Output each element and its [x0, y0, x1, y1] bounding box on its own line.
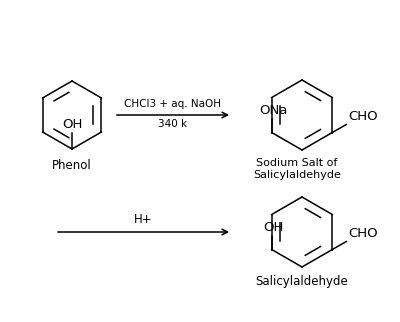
Text: ONa: ONa — [260, 103, 288, 117]
Text: CHO: CHO — [348, 226, 378, 240]
Text: CHCl3 + aq. NaOH: CHCl3 + aq. NaOH — [124, 99, 222, 109]
Text: OH: OH — [264, 221, 284, 233]
Text: CHO: CHO — [348, 109, 378, 122]
Text: Salicylaldehyde: Salicylaldehyde — [256, 275, 348, 288]
Text: H+: H+ — [134, 213, 153, 226]
Text: 340 k: 340 k — [158, 119, 188, 129]
Text: OH: OH — [62, 118, 82, 131]
Text: Sodium Salt of
Salicylaldehyde: Sodium Salt of Salicylaldehyde — [253, 158, 341, 180]
Text: Phenol: Phenol — [52, 159, 92, 172]
